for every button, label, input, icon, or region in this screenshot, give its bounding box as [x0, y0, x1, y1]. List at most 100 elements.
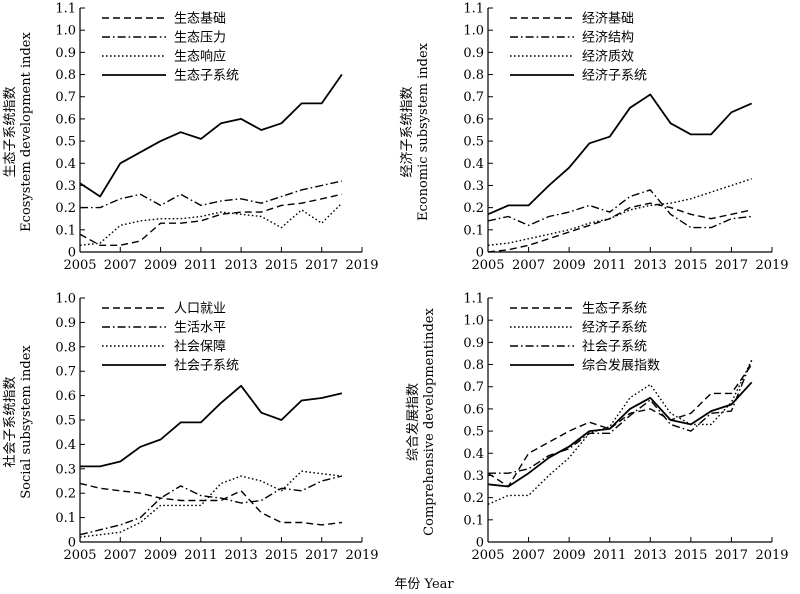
- y-tick-label: 0.2: [463, 491, 484, 506]
- x-tick-label: 2013: [225, 548, 258, 563]
- panels: 0 0.1 0.2 0.3 0.4 0.5 0.6 0.7 0.8 0.9 1.0 1.1 2005 20…: [2, 2, 789, 564]
- legend-label: 经济基础: [582, 12, 634, 27]
- x-tick-label: 2005: [471, 258, 504, 273]
- x-tick-label: 2011: [184, 548, 217, 563]
- y-axis-label-en: Economic subsystem index: [416, 42, 431, 221]
- y-tick-label: 0: [476, 536, 484, 551]
- x-tick-label: 2015: [674, 258, 707, 273]
- y-tick-label: 0.4: [55, 157, 76, 172]
- series-line: [488, 359, 753, 474]
- series-line: [79, 202, 343, 246]
- y-tick-label: 0.5: [55, 135, 76, 150]
- y-tick-label: 0: [68, 536, 76, 551]
- x-tick-label: 2019: [345, 548, 378, 563]
- legend-label: 生态子系统: [174, 69, 239, 84]
- series-line: [487, 381, 753, 488]
- legend-label: 社会子系统: [582, 339, 647, 355]
- x-tick-label: 2007: [104, 548, 137, 563]
- x-tick-label: 2019: [345, 258, 378, 273]
- y-axis-label-en: Comprehensive developmentindex: [422, 308, 437, 536]
- y-tick-label: 0: [68, 246, 76, 261]
- y-tick-label: 1.1: [463, 292, 484, 307]
- legend-label: 生态子系统: [582, 302, 647, 317]
- y-tick-label: 0: [476, 246, 484, 261]
- y-axis-label-zh: 生态子系统指数: [3, 86, 18, 177]
- y-tick-label: 0.7: [55, 365, 76, 380]
- y-tick-label: 0.8: [55, 340, 76, 355]
- x-tick-label: 2011: [593, 258, 626, 273]
- x-tick-label: 2015: [265, 258, 298, 273]
- x-tick-label: 2005: [63, 258, 96, 273]
- legend-label: 经济质效: [582, 50, 634, 65]
- y-tick-label: 0.8: [463, 358, 484, 373]
- series-line: [487, 189, 752, 229]
- chart-panel: 0 0.1 0.2 0.3 0.4 0.5 0.6 0.7 0.8 0.9 1.0 2005 2007 2…: [2, 292, 379, 564]
- x-tick-label: 2005: [63, 548, 96, 563]
- legend-label: 综合发展指数: [582, 358, 660, 374]
- y-tick-label: 0.1: [463, 513, 484, 528]
- x-tick-label: 2005: [471, 548, 504, 563]
- legend-label: 社会子系统: [174, 358, 239, 374]
- y-tick-label: 0.4: [55, 438, 76, 453]
- y-tick-label: 0.7: [55, 90, 76, 105]
- x-tick-label: 2011: [184, 258, 217, 273]
- x-tick-label: 2007: [104, 258, 137, 273]
- y-tick-label: 1.1: [463, 2, 484, 17]
- chart-panel: 0 0.1 0.2 0.3 0.4 0.5 0.6 0.7 0.8 0.9 1.0 1.1 2005 20…: [3, 2, 379, 274]
- series-line: [487, 202, 752, 253]
- figure-x-label: 年份 Year: [394, 577, 454, 592]
- legend-label: 经济结构: [582, 31, 634, 46]
- y-tick-label: 0.1: [55, 223, 76, 238]
- y-tick-label: 0.3: [463, 179, 484, 194]
- y-tick-label: 0.5: [463, 135, 484, 150]
- y-tick-label: 0.3: [55, 462, 76, 477]
- y-tick-label: 0.6: [463, 112, 484, 127]
- y-tick-label: 0.2: [55, 487, 76, 502]
- series-line: [487, 178, 752, 246]
- y-tick-label: 1.1: [55, 2, 76, 17]
- series-line: [487, 93, 753, 216]
- series-line: [79, 475, 343, 536]
- legend-label: 生态响应: [174, 49, 226, 65]
- y-tick-label: 0.2: [463, 201, 484, 216]
- series-line: [487, 364, 753, 488]
- y-tick-label: 0.9: [55, 316, 76, 331]
- y-tick-label: 0.6: [55, 112, 76, 127]
- y-tick-label: 0.9: [55, 46, 76, 61]
- series-line: [80, 180, 343, 209]
- x-tick-label: 2017: [715, 548, 748, 563]
- y-tick-label: 0.8: [463, 68, 484, 83]
- y-tick-label: 0.3: [55, 179, 76, 194]
- x-tick-label: 2019: [755, 258, 788, 273]
- y-tick-label: 1.0: [55, 24, 76, 39]
- y-tick-label: 1.0: [55, 292, 76, 307]
- series-line: [79, 470, 342, 538]
- legend-label: 社会保障: [174, 339, 226, 355]
- y-axis-label-zh: 综合发展指数: [405, 383, 421, 461]
- y-tick-label: 0.6: [55, 389, 76, 404]
- x-tick-label: 2007: [512, 548, 545, 563]
- legend-label: 生态基础: [174, 12, 226, 27]
- series-line: [79, 482, 342, 526]
- x-tick-label: 2017: [305, 258, 338, 273]
- chart-panel: 0 0.1 0.2 0.3 0.4 0.5 0.6 0.7 0.8 0.9 1.0 1.1 2005 20…: [405, 292, 789, 564]
- y-tick-label: 0.7: [463, 90, 484, 105]
- y-tick-label: 0.6: [463, 402, 484, 417]
- y-tick-label: 0.9: [463, 46, 484, 61]
- y-tick-label: 0.1: [55, 511, 76, 526]
- x-tick-label: 2013: [634, 258, 667, 273]
- legend-label: 人口就业: [174, 302, 226, 317]
- x-tick-label: 2019: [755, 548, 788, 563]
- y-tick-label: 0.8: [55, 68, 76, 83]
- x-tick-label: 2009: [144, 258, 177, 273]
- x-tick-label: 2007: [512, 258, 545, 273]
- y-tick-label: 1.0: [463, 314, 484, 329]
- legend-label: 生态压力: [174, 31, 226, 46]
- series-line: [79, 193, 343, 247]
- y-axis-label-en: Social subsystem index: [19, 345, 34, 499]
- legend-label: 经济子系统: [582, 321, 647, 336]
- x-tick-label: 2013: [634, 548, 667, 563]
- y-axis-label-zh: 社会子系统指数: [2, 376, 18, 467]
- y-tick-label: 0.2: [55, 201, 76, 216]
- series-line: [79, 73, 343, 198]
